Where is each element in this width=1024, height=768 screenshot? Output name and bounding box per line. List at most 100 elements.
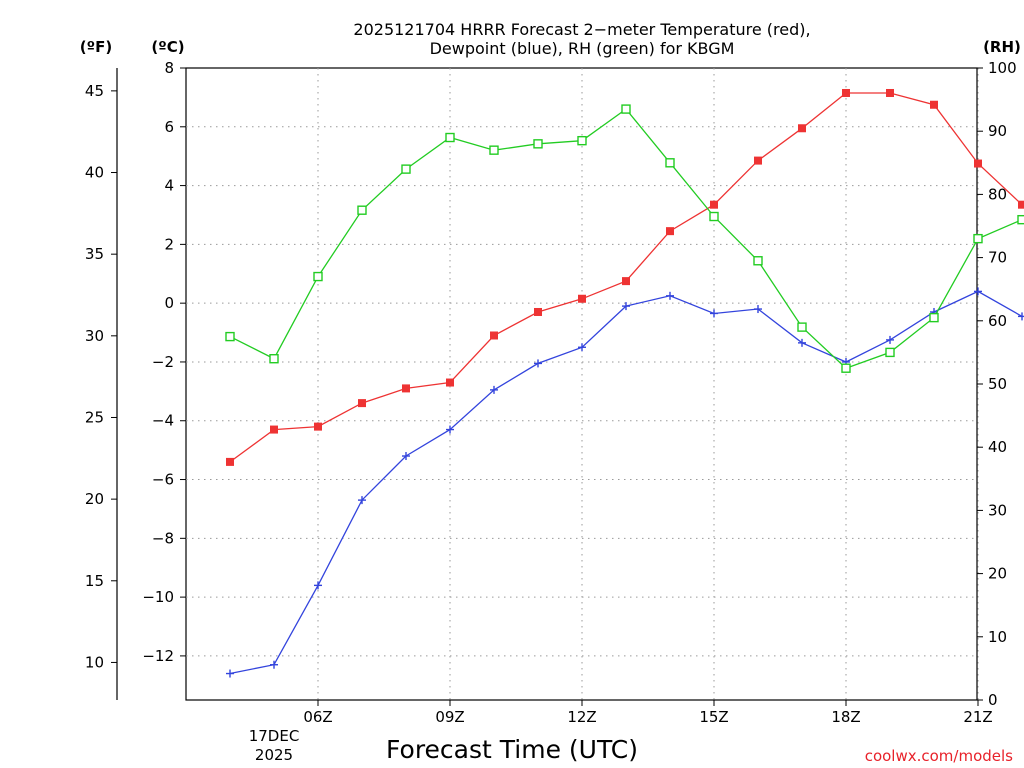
rh-tick-label: 60 — [988, 312, 1007, 330]
dewpoint-data-point — [710, 309, 718, 318]
series-layer — [225, 88, 1024, 678]
dewpoint-series-line — [229, 290, 1023, 675]
x-tick-label: 21Z — [963, 708, 992, 726]
fahrenheit-tick-label: 35 — [85, 245, 104, 263]
temperature-data-point — [270, 425, 278, 434]
rh-unit-label: (RH) — [983, 38, 1021, 56]
temperature-data-point — [710, 200, 718, 209]
dewpoint-data-point — [1018, 312, 1024, 321]
rh-tick-label: 50 — [988, 375, 1007, 393]
x-tick-label: 18Z — [831, 708, 860, 726]
rh-data-point — [885, 347, 895, 358]
rh-tick-label: 30 — [988, 501, 1007, 519]
celsius-tick-label: −4 — [152, 412, 174, 430]
celsius-tick-label: 6 — [164, 118, 174, 136]
dewpoint-data-point — [578, 343, 586, 352]
temperature-data-point — [666, 227, 674, 236]
rh-tick-label: 100 — [988, 59, 1017, 77]
temperature-data-point — [314, 422, 322, 431]
rh-data-point — [489, 145, 499, 155]
rh-data-point — [357, 205, 367, 215]
celsius-tick-label: 2 — [164, 235, 174, 253]
dewpoint-data-point — [534, 359, 542, 368]
x-tick-label: 06Z — [303, 708, 332, 726]
fahrenheit-tick-label: 20 — [85, 490, 104, 508]
dewpoint-data-point — [446, 425, 454, 434]
temperature-data-point — [798, 124, 806, 133]
rh-data-point — [533, 139, 543, 149]
rh-data-point — [621, 104, 631, 114]
fahrenheit-tick-label: 40 — [85, 164, 104, 182]
dewpoint-data-point — [974, 287, 982, 296]
dewpoint-data-point — [226, 669, 234, 678]
rh-data-point — [1017, 214, 1024, 225]
dewpoint-data-point — [490, 385, 498, 394]
rh-data-point — [709, 211, 719, 222]
temperature-data-point — [886, 88, 894, 97]
dewpoint-data-point — [886, 335, 894, 344]
temperature-data-point — [402, 384, 410, 393]
rh-tick-label: 20 — [988, 565, 1007, 583]
temperature-data-point — [490, 331, 498, 340]
date-label-day: 17DEC — [249, 727, 300, 745]
temperature-data-point — [842, 88, 850, 97]
dewpoint-data-point — [270, 660, 278, 669]
fahrenheit-unit-label: (ºF) — [80, 38, 112, 56]
celsius-tick-label: 4 — [164, 177, 174, 195]
temperature-data-point — [974, 159, 982, 168]
x-tick-label: 12Z — [567, 708, 596, 726]
dewpoint-data-point — [754, 305, 762, 314]
temperature-data-point — [226, 457, 234, 466]
fahrenheit-tick-label: 30 — [85, 327, 104, 345]
rh-data-point — [401, 164, 411, 174]
fahrenheit-tick-label: 45 — [85, 82, 104, 100]
rh-data-point — [313, 271, 323, 282]
rh-data-point — [665, 158, 675, 168]
temperature-data-point — [930, 100, 938, 109]
credit-label: coolwx.com/models — [865, 747, 1013, 765]
celsius-tick-label: −2 — [152, 353, 174, 371]
temperature-data-point — [578, 294, 586, 303]
celsius-tick-label: 8 — [164, 59, 174, 77]
plot-frame — [185, 67, 978, 701]
rh-data-point — [269, 354, 279, 364]
date-label-year: 2025 — [255, 746, 293, 764]
fahrenheit-tick-label: 15 — [85, 572, 104, 590]
rh-tick-label: 70 — [988, 249, 1007, 267]
dewpoint-data-point — [622, 302, 630, 311]
rh-data-point — [445, 132, 455, 143]
temperature-data-point — [534, 307, 542, 316]
rh-tick-label: 90 — [988, 122, 1007, 140]
fahrenheit-tick-label: 10 — [85, 653, 104, 671]
temperature-data-point — [1018, 200, 1024, 209]
dewpoint-data-point — [314, 581, 322, 590]
rh-data-point — [841, 363, 851, 373]
dewpoint-data-point — [358, 496, 366, 505]
temperature-data-point — [446, 378, 454, 387]
chart-title-line1: 2025121704 HRRR Forecast 2−meter Tempera… — [353, 20, 810, 39]
x-tick-label: 09Z — [435, 708, 464, 726]
grid-layer — [186, 68, 979, 700]
rh-data-point — [577, 135, 587, 146]
temperature-data-point — [358, 399, 366, 408]
temperature-data-point — [622, 277, 630, 286]
dewpoint-data-point — [666, 291, 674, 300]
celsius-unit-label: (ºC) — [151, 38, 184, 56]
temperature-data-point — [754, 156, 762, 165]
rh-tick-label: 10 — [988, 628, 1007, 646]
rh-series-line — [229, 108, 1023, 369]
celsius-tick-label: −6 — [152, 471, 174, 489]
celsius-tick-label: −10 — [142, 588, 174, 606]
fahrenheit-tick-label: 25 — [85, 408, 104, 426]
celsius-tick-label: 0 — [164, 294, 174, 312]
celsius-tick-label: −12 — [142, 647, 174, 665]
axis-layer: 86420−2−4−6−8−10−12454035302520151010090… — [85, 59, 1017, 726]
rh-tick-label: 0 — [988, 691, 998, 709]
celsius-tick-label: −8 — [152, 529, 174, 547]
rh-tick-label: 80 — [988, 185, 1007, 203]
rh-data-point — [797, 322, 807, 332]
x-axis-title: Forecast Time (UTC) — [386, 735, 638, 764]
chart-title-line2: Dewpoint (blue), RH (green) for KBGM — [430, 39, 735, 58]
rh-tick-label: 40 — [988, 438, 1007, 456]
